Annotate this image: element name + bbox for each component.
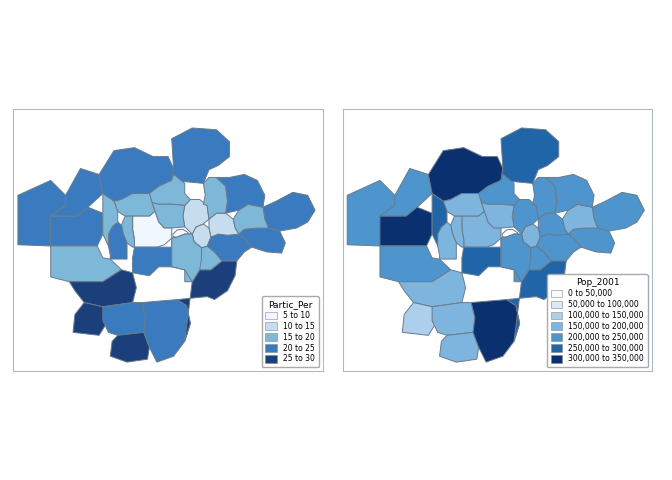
Polygon shape [380, 207, 432, 246]
Polygon shape [263, 192, 315, 231]
Polygon shape [437, 222, 456, 259]
Polygon shape [501, 234, 531, 282]
Polygon shape [514, 246, 551, 282]
Polygon shape [103, 302, 146, 336]
Polygon shape [398, 270, 466, 307]
Polygon shape [380, 246, 451, 282]
Polygon shape [132, 247, 172, 276]
Polygon shape [432, 302, 475, 336]
Polygon shape [502, 229, 517, 238]
Polygon shape [183, 200, 209, 234]
Polygon shape [481, 203, 514, 228]
Polygon shape [132, 211, 172, 247]
Polygon shape [536, 234, 581, 261]
Polygon shape [209, 213, 239, 237]
Polygon shape [192, 224, 211, 248]
Polygon shape [172, 128, 229, 183]
Polygon shape [462, 247, 501, 276]
Legend: 5 to 10, 10 to 15, 15 to 20, 20 to 25, 25 to 30: 5 to 10, 10 to 15, 15 to 20, 20 to 25, 2… [261, 296, 319, 367]
Polygon shape [380, 168, 432, 216]
Polygon shape [451, 216, 464, 247]
Polygon shape [428, 148, 503, 201]
Polygon shape [233, 204, 269, 234]
Polygon shape [173, 229, 188, 238]
Polygon shape [149, 174, 190, 205]
Polygon shape [152, 203, 185, 228]
Polygon shape [546, 174, 594, 213]
Polygon shape [562, 204, 598, 234]
Polygon shape [50, 246, 122, 282]
Polygon shape [122, 216, 134, 247]
Polygon shape [185, 246, 222, 282]
Polygon shape [533, 178, 557, 219]
Polygon shape [478, 174, 519, 205]
Polygon shape [204, 178, 228, 219]
Polygon shape [501, 234, 531, 270]
Polygon shape [103, 193, 118, 246]
Polygon shape [507, 261, 566, 341]
Polygon shape [18, 180, 66, 246]
Polygon shape [110, 332, 149, 362]
Polygon shape [471, 300, 519, 362]
Polygon shape [172, 234, 202, 282]
Polygon shape [50, 168, 103, 216]
Polygon shape [216, 174, 265, 213]
Polygon shape [172, 234, 202, 270]
Polygon shape [439, 332, 478, 362]
Polygon shape [462, 211, 501, 247]
Polygon shape [50, 207, 103, 246]
Polygon shape [108, 222, 127, 259]
Polygon shape [114, 193, 155, 216]
Polygon shape [142, 300, 190, 362]
Polygon shape [403, 302, 437, 336]
Polygon shape [521, 224, 540, 248]
Polygon shape [592, 192, 644, 231]
Polygon shape [538, 213, 568, 237]
Polygon shape [73, 302, 108, 336]
Polygon shape [99, 148, 173, 201]
Polygon shape [347, 180, 395, 246]
Polygon shape [501, 128, 558, 183]
Polygon shape [177, 261, 237, 341]
Polygon shape [207, 234, 252, 261]
Polygon shape [512, 200, 538, 234]
Polygon shape [239, 228, 286, 253]
Polygon shape [444, 193, 485, 216]
Polygon shape [568, 228, 615, 253]
Legend: 0 to 50,000, 50,000 to 100,000, 100,000 to 150,000, 150,000 to 200,000, 200,000 : 0 to 50,000, 50,000 to 100,000, 100,000 … [547, 274, 648, 367]
Polygon shape [432, 193, 447, 246]
Polygon shape [69, 270, 136, 307]
